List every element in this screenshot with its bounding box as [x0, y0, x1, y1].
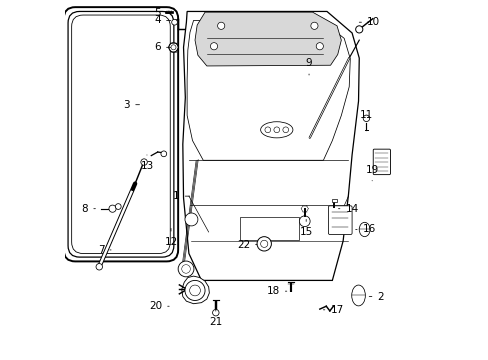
- Circle shape: [171, 19, 177, 25]
- Circle shape: [184, 280, 204, 301]
- Ellipse shape: [351, 285, 365, 306]
- Circle shape: [299, 216, 309, 226]
- Text: 6: 6: [154, 42, 170, 52]
- FancyBboxPatch shape: [372, 149, 389, 175]
- FancyBboxPatch shape: [68, 12, 174, 257]
- Text: 12: 12: [164, 228, 177, 247]
- Circle shape: [273, 127, 279, 133]
- Circle shape: [115, 204, 121, 210]
- Text: 21: 21: [209, 310, 222, 327]
- Text: 13: 13: [140, 155, 153, 171]
- Text: 19: 19: [365, 165, 378, 181]
- Text: 5: 5: [154, 8, 170, 18]
- Circle shape: [212, 310, 219, 316]
- Circle shape: [217, 22, 224, 30]
- Text: 4: 4: [154, 15, 170, 26]
- FancyBboxPatch shape: [63, 7, 178, 261]
- Polygon shape: [195, 12, 341, 66]
- Text: 10: 10: [359, 17, 379, 27]
- Circle shape: [189, 285, 200, 296]
- Circle shape: [264, 127, 270, 133]
- FancyBboxPatch shape: [328, 206, 351, 234]
- Circle shape: [316, 42, 323, 50]
- Text: 18: 18: [266, 286, 286, 296]
- Circle shape: [109, 205, 116, 212]
- Ellipse shape: [359, 222, 369, 237]
- Circle shape: [161, 151, 166, 157]
- Circle shape: [96, 264, 102, 270]
- Circle shape: [355, 26, 362, 33]
- Text: 8: 8: [81, 204, 95, 214]
- Text: 1: 1: [173, 191, 189, 201]
- Text: 11: 11: [359, 111, 372, 127]
- Circle shape: [260, 240, 267, 247]
- Circle shape: [178, 261, 194, 277]
- Text: 20: 20: [149, 301, 169, 311]
- Circle shape: [282, 127, 288, 133]
- Circle shape: [184, 213, 198, 226]
- Text: 17: 17: [323, 305, 343, 315]
- Circle shape: [171, 45, 176, 50]
- Polygon shape: [183, 12, 359, 280]
- Text: 7: 7: [98, 245, 111, 255]
- Text: 3: 3: [123, 100, 139, 110]
- Circle shape: [182, 265, 190, 273]
- Circle shape: [210, 42, 217, 50]
- Polygon shape: [331, 199, 336, 202]
- Circle shape: [363, 115, 369, 122]
- Circle shape: [168, 42, 178, 52]
- Circle shape: [257, 237, 271, 251]
- Text: 15: 15: [299, 220, 312, 237]
- Circle shape: [310, 22, 317, 30]
- Circle shape: [141, 159, 147, 165]
- Ellipse shape: [260, 122, 292, 138]
- Polygon shape: [182, 276, 209, 304]
- Text: 16: 16: [355, 225, 375, 234]
- Text: 2: 2: [368, 292, 383, 302]
- FancyBboxPatch shape: [240, 217, 298, 240]
- Text: 14: 14: [338, 204, 358, 214]
- Text: 22: 22: [236, 239, 257, 249]
- FancyBboxPatch shape: [72, 15, 170, 253]
- Text: 9: 9: [305, 58, 312, 75]
